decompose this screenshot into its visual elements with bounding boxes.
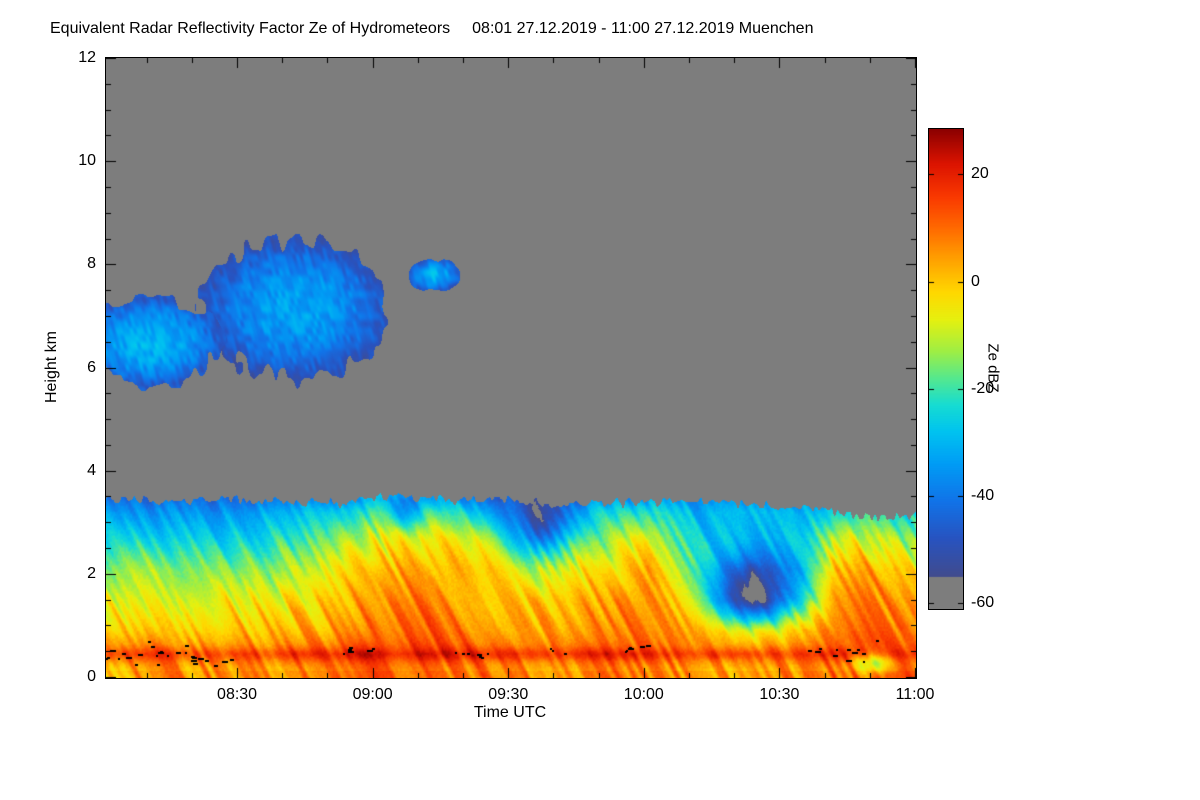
- colorbar-tick-label: -40: [971, 486, 995, 504]
- colorbar-tick-label: -20: [971, 379, 995, 397]
- y-axis-label: Height km: [43, 330, 60, 404]
- x-tick-label: 11:00: [895, 686, 935, 703]
- y-tick-label: 8: [87, 255, 96, 273]
- x-tick-label: 09:30: [488, 686, 529, 703]
- y-tick-label: 10: [78, 152, 96, 170]
- x-tick-label: 10:00: [623, 686, 664, 703]
- colorbar-tick-label: -60: [971, 593, 995, 611]
- x-axis-label: Time UTC: [473, 704, 547, 721]
- x-tick-label: 10:30: [759, 686, 800, 703]
- chart-title: Equivalent Radar Reflectivity Factor Ze …: [50, 20, 813, 38]
- colorbar-tick-label: 0: [971, 272, 980, 290]
- colorbar-canvas: [928, 128, 964, 610]
- chart-title-period: 08:01 27.12.2019 - 11:00 27.12.2019 Muen…: [472, 20, 814, 37]
- reflectivity-heatmap-canvas: [105, 57, 917, 679]
- y-tick-label: 6: [87, 358, 96, 376]
- colorbar-tick-label: 20: [971, 165, 989, 183]
- x-tick-label: 08:30: [217, 686, 258, 703]
- y-tick-label: 12: [78, 49, 96, 66]
- y-tick-label: 4: [87, 461, 96, 479]
- y-tick-label: 2: [87, 564, 96, 582]
- x-tick-label: 09:00: [352, 686, 393, 703]
- chart-title-main: Equivalent Radar Reflectivity Factor Ze …: [50, 20, 451, 37]
- y-tick-label: 0: [87, 668, 96, 685]
